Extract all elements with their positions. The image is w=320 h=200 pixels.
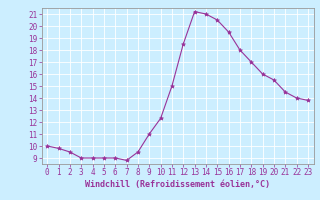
X-axis label: Windchill (Refroidissement éolien,°C): Windchill (Refroidissement éolien,°C) — [85, 180, 270, 189]
